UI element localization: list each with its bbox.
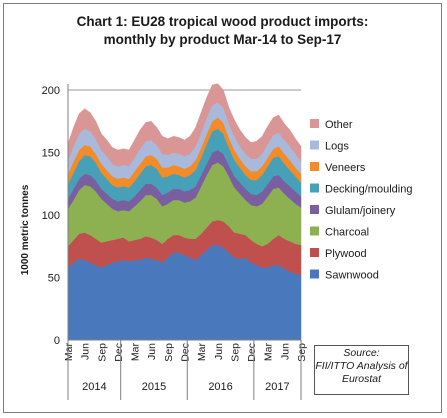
- source-note: Source: FII/ITTO Analysis of Eurostat: [314, 345, 409, 395]
- axis-layer: 0 50 100 150 200 Mar Jun Sep Dec Mar Jun Sep Dec Mar J…: [42, 84, 308, 400]
- source-line-3: Eurostat: [341, 373, 382, 385]
- x-tick-label: Sep: [96, 343, 108, 362]
- x-tick-label: Mar: [263, 343, 275, 362]
- legend-label: Sawnwood: [325, 270, 379, 282]
- source-line-1: Source:: [343, 347, 380, 359]
- legend-label: Logs: [325, 141, 349, 153]
- legend-label: Veneers: [325, 162, 366, 174]
- x-tick-label: Dec: [180, 343, 192, 362]
- legend-label: Plywood: [325, 248, 367, 260]
- y-tick-label: 100: [42, 210, 60, 222]
- y-tick-label: 50: [48, 273, 60, 285]
- chart-subtitle: monthly by product Mar-14 to Sep-17: [103, 32, 342, 47]
- legend-swatch: [310, 248, 319, 257]
- legend-swatch: [310, 226, 319, 236]
- x-tick-label: Mar: [196, 343, 208, 362]
- year-label: 2016: [208, 381, 232, 393]
- x-tick-label: Sep: [163, 343, 175, 362]
- chart-frame: Chart 1: EU28 tropical wood product impo…: [3, 3, 442, 413]
- legend-label: Other: [325, 119, 353, 131]
- y-tick-label: 150: [42, 148, 60, 160]
- x-tick-label: Dec: [246, 343, 258, 362]
- year-label: 2015: [142, 381, 166, 393]
- y-axis-label: 1000 metric tonnes: [20, 184, 31, 275]
- x-tick-label: Sep: [229, 343, 241, 362]
- x-tick-label: Jun: [213, 343, 225, 360]
- x-tick-label: Mar: [63, 343, 75, 362]
- x-tick-label: Mar: [130, 343, 142, 362]
- x-tick-label: Jun: [80, 343, 92, 360]
- series-area-other: [67, 83, 302, 167]
- legend-label: Charcoal: [325, 227, 369, 239]
- y-tick-label: 0: [54, 335, 60, 347]
- x-tick-label: Jun: [146, 343, 158, 360]
- chart-svg: 0 50 100 150 200 Mar Jun Sep Dec Mar Jun Sep Dec Mar J…: [20, 83, 412, 400]
- legend-swatch: [310, 269, 319, 279]
- x-tick-label: Jun: [279, 343, 291, 360]
- y-tick-label: 200: [42, 85, 60, 97]
- legend-swatch: [310, 140, 319, 150]
- area-layer: [67, 83, 302, 341]
- legend: Other Logs Veneers Decking/moulding Glulam/j…: [310, 119, 412, 282]
- legend-swatch: [310, 119, 319, 128]
- legend-swatch: [310, 162, 319, 171]
- legend-label: Glulam/joinery: [325, 205, 396, 217]
- x-tick-label: Sep: [296, 343, 308, 362]
- legend-label: Decking/moulding: [325, 184, 412, 196]
- legend-swatch: [310, 183, 319, 193]
- source-line-2: FII/ITTO Analysis of: [315, 360, 408, 372]
- chart-title: Chart 1: EU28 tropical wood product impo…: [76, 14, 369, 29]
- year-label: 2017: [265, 381, 289, 393]
- year-label: 2014: [82, 381, 106, 393]
- x-tick-label: Dec: [113, 343, 125, 362]
- legend-swatch: [310, 205, 319, 214]
